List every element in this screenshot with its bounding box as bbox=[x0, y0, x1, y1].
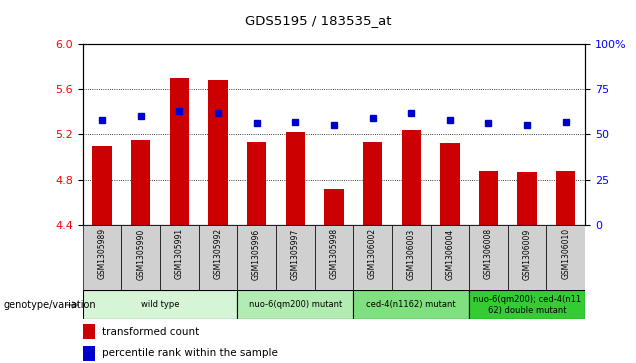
Bar bbox=[479, 171, 498, 225]
Text: GDS5195 / 183535_at: GDS5195 / 183535_at bbox=[245, 15, 391, 28]
Text: GSM1306003: GSM1306003 bbox=[406, 228, 416, 280]
Text: GSM1305989: GSM1305989 bbox=[97, 228, 106, 280]
Text: wild type: wild type bbox=[141, 301, 179, 309]
Bar bbox=[83, 346, 95, 361]
Bar bbox=[160, 225, 198, 290]
Text: GSM1306004: GSM1306004 bbox=[445, 228, 454, 280]
Text: transformed count: transformed count bbox=[102, 327, 199, 337]
Bar bbox=[83, 290, 237, 319]
Bar bbox=[353, 290, 469, 319]
Bar bbox=[518, 172, 537, 225]
Bar bbox=[440, 143, 459, 225]
Bar bbox=[170, 78, 189, 225]
Bar bbox=[92, 146, 112, 225]
Bar bbox=[83, 324, 95, 339]
Text: genotype/variation: genotype/variation bbox=[3, 300, 96, 310]
Text: GSM1306002: GSM1306002 bbox=[368, 228, 377, 280]
Bar bbox=[237, 225, 276, 290]
Bar bbox=[209, 80, 228, 225]
Bar bbox=[276, 225, 315, 290]
Bar bbox=[401, 130, 421, 225]
Text: nuo-6(qm200) mutant: nuo-6(qm200) mutant bbox=[249, 301, 342, 309]
Bar bbox=[546, 225, 585, 290]
Bar bbox=[353, 225, 392, 290]
Text: ced-4(n1162) mutant: ced-4(n1162) mutant bbox=[366, 301, 456, 309]
Text: GSM1306010: GSM1306010 bbox=[562, 228, 570, 280]
Bar bbox=[247, 142, 266, 225]
Bar bbox=[198, 225, 237, 290]
Text: GSM1305996: GSM1305996 bbox=[252, 228, 261, 280]
Bar bbox=[121, 225, 160, 290]
Text: nuo-6(qm200); ced-4(n11
62) double mutant: nuo-6(qm200); ced-4(n11 62) double mutan… bbox=[473, 295, 581, 315]
Text: GSM1305992: GSM1305992 bbox=[214, 228, 223, 280]
Bar bbox=[392, 225, 431, 290]
Text: GSM1305998: GSM1305998 bbox=[329, 228, 338, 280]
Text: GSM1305990: GSM1305990 bbox=[136, 228, 145, 280]
Bar bbox=[556, 171, 576, 225]
Bar bbox=[363, 142, 382, 225]
Text: GSM1306009: GSM1306009 bbox=[523, 228, 532, 280]
Text: GSM1305991: GSM1305991 bbox=[175, 228, 184, 280]
Bar bbox=[431, 225, 469, 290]
Bar bbox=[315, 225, 353, 290]
Bar bbox=[286, 132, 305, 225]
Bar bbox=[83, 225, 121, 290]
Bar bbox=[324, 189, 343, 225]
Bar bbox=[237, 290, 353, 319]
Bar bbox=[469, 290, 585, 319]
Bar bbox=[508, 225, 546, 290]
Text: percentile rank within the sample: percentile rank within the sample bbox=[102, 348, 278, 358]
Text: GSM1306008: GSM1306008 bbox=[484, 228, 493, 280]
Text: GSM1305997: GSM1305997 bbox=[291, 228, 300, 280]
Bar bbox=[131, 140, 150, 225]
Bar bbox=[469, 225, 508, 290]
